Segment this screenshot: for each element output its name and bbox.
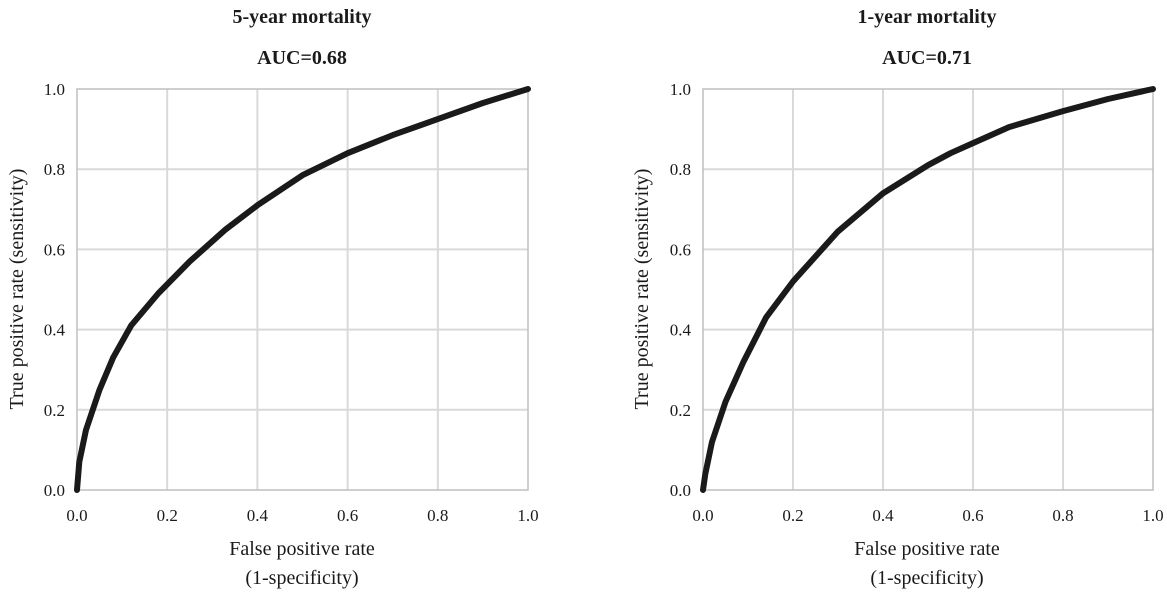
y-tick-label: 0.8 [670,160,691,179]
roc-curve [700,86,1156,493]
y-tick-label: 1.0 [44,80,65,99]
roc-curve [74,86,531,493]
tick-labels: 0.0 0.2 0.4 0.6 0.8 1.0 0.0 0.2 0.4 0.6 0.8 1.0 [44,80,539,525]
gridlines [77,89,528,490]
tick-labels: 0.0 0.2 0.4 0.6 0.8 1.0 0.0 0.2 0.4 0.6 0.8 1.0 [670,80,1164,525]
x-axis-label: False positive rate [854,538,1000,560]
x-axis-label-subtitle: (1-specificity) [870,567,983,589]
y-tick-label: 0.2 [670,401,691,420]
y-tick-label: 0.0 [670,481,691,500]
y-axis-label: True positive rate (sensitivity) [6,169,28,410]
y-tick-label: 0.6 [670,240,691,259]
plot-frame [76,88,529,491]
x-tick-label: 1.0 [517,506,538,525]
chart-right: 1-year mortality AUC=0.71 0.0 0.2 0.4 0.6 0.… [631,6,1164,589]
y-tick-label: 0.4 [670,321,692,340]
x-tick-label: 0.2 [157,506,178,525]
chart-title: 5-year mortality [232,6,371,28]
x-tick-label: 0.4 [872,506,894,525]
chart-title: 1-year mortality [857,6,996,28]
x-tick-label: 0.8 [1052,506,1073,525]
y-axis-label: True positive rate (sensitivity) [631,169,653,410]
x-axis-label-subtitle: (1-specificity) [245,567,358,589]
x-axis-label: False positive rate [229,538,375,560]
x-tick-label: 0.6 [337,506,358,525]
y-tick-label: 0.2 [44,401,65,420]
x-tick-label: 0.2 [782,506,803,525]
y-tick-label: 0.0 [44,481,65,500]
y-tick-label: 0.8 [44,160,65,179]
gridlines [703,89,1153,490]
x-tick-label: 0.6 [962,506,983,525]
y-tick-label: 1.0 [670,80,691,99]
x-tick-label: 1.0 [1142,506,1163,525]
chart-subtitle: AUC=0.71 [882,47,972,69]
y-tick-label: 0.6 [44,240,65,259]
chart-left: 5-year mortality AUC=0.68 0.0 0.2 0.4 0.6 0.… [6,6,539,589]
x-tick-label: 0.0 [66,506,87,525]
x-tick-label: 0.8 [427,506,448,525]
x-tick-label: 0.0 [692,506,713,525]
x-tick-label: 0.4 [247,506,269,525]
chart-subtitle: AUC=0.68 [257,47,347,69]
plot-frame [702,88,1154,491]
y-tick-label: 0.4 [44,321,66,340]
